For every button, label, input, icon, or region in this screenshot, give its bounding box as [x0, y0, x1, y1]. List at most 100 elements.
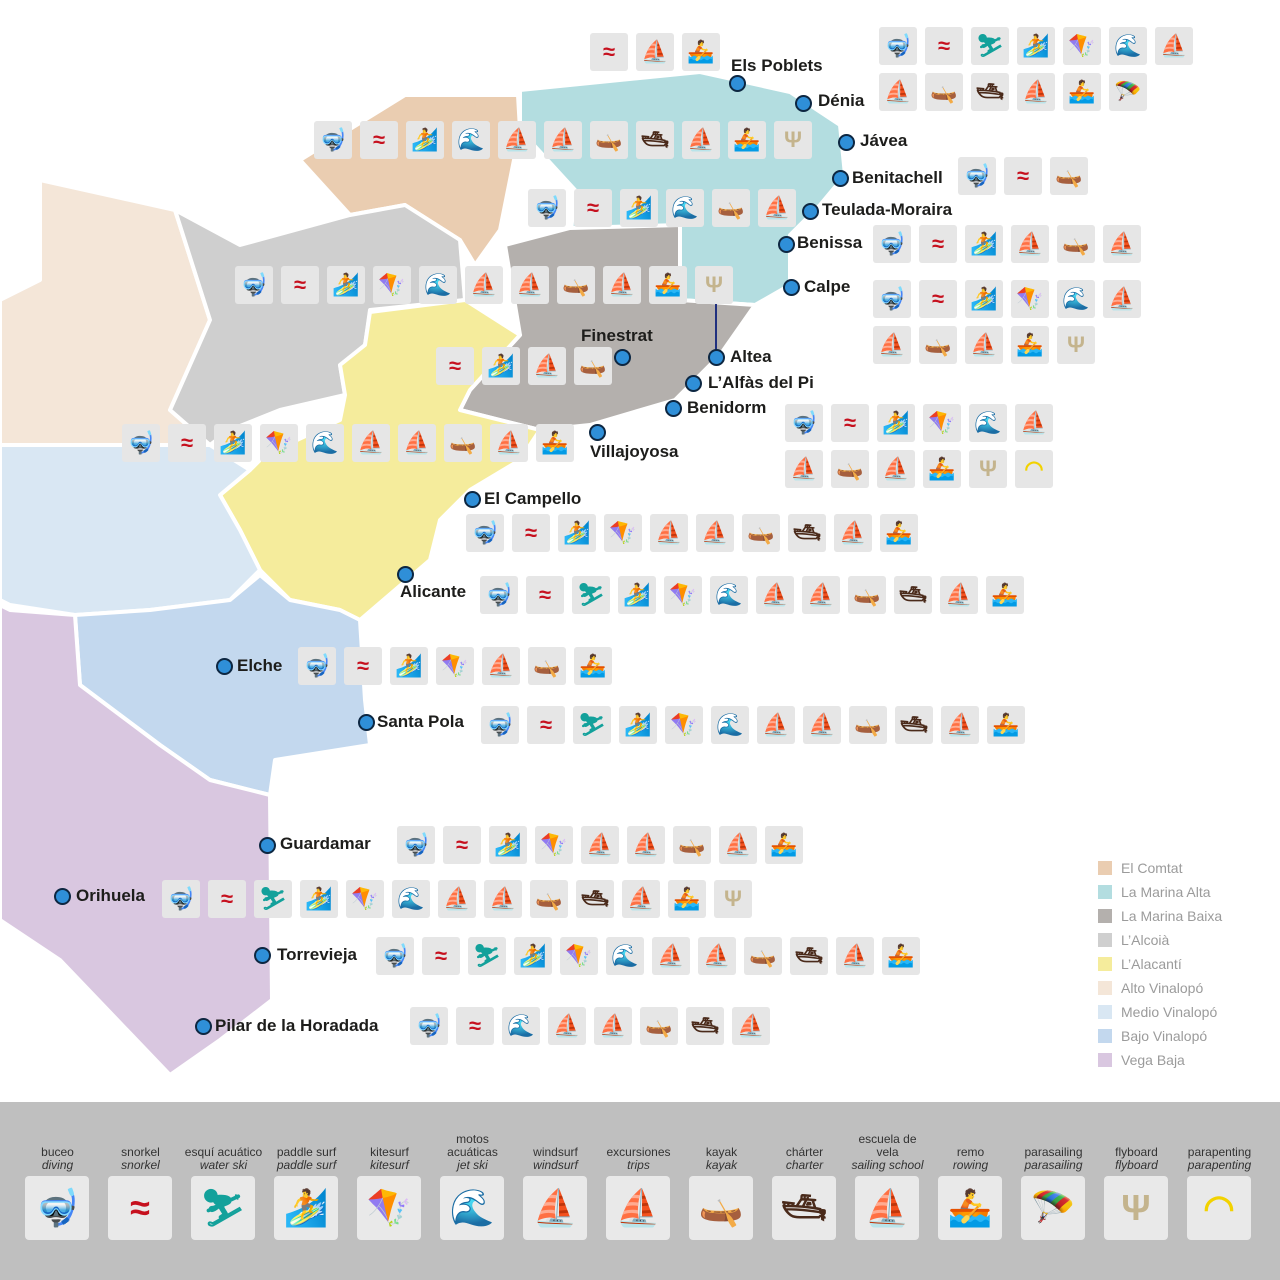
activity-name-en: jet ski	[457, 1158, 488, 1172]
legend-label: Bajo Vinalopó	[1121, 1028, 1208, 1044]
town-name[interactable]: Santa Pola	[377, 712, 464, 731]
town-name[interactable]: Elche	[237, 656, 283, 675]
town-marker[interactable]	[195, 1018, 212, 1035]
town-name[interactable]: Guardamar	[280, 834, 371, 853]
windsurf-icon: ⛵	[757, 706, 795, 744]
town-activity-icons: 🤿 ≈ 🏄 🪁 ⛵ 🛶 🚣	[298, 647, 646, 693]
legend-item: La Marina Baixa	[1098, 904, 1222, 928]
town-name[interactable]: Altea	[730, 347, 772, 366]
town-name[interactable]: Jávea	[860, 131, 908, 150]
town-marker[interactable]	[685, 375, 702, 392]
town-marker[interactable]	[358, 714, 375, 731]
town-marker[interactable]	[729, 75, 746, 92]
charter-icon: 🛥	[636, 121, 674, 159]
town-name[interactable]: El Campello	[484, 489, 582, 508]
trips-icon: ⛵	[879, 73, 917, 111]
snorkel-icon: ≈	[1004, 157, 1042, 195]
activity-name-en: snorkel	[121, 1158, 160, 1172]
sailing-school-icon: ⛵	[719, 826, 757, 864]
activity-name-es: chárter	[785, 1145, 824, 1159]
legend-item: Alto Vinalopó	[1098, 976, 1222, 1000]
town-marker[interactable]	[614, 349, 631, 366]
town-name[interactable]: Benissa	[797, 233, 863, 252]
activity-name-es: buceo	[41, 1145, 74, 1159]
legend-label: Vega Baja	[1121, 1052, 1185, 1068]
activity-name-en: sailing school	[851, 1158, 924, 1172]
town-marker[interactable]	[708, 349, 725, 366]
legend-label: El Comtat	[1121, 860, 1183, 876]
paddle-surf-icon: 🏄	[965, 280, 1003, 318]
town-name[interactable]: Benidorm	[687, 398, 767, 417]
diving-icon: 🤿	[480, 576, 518, 614]
town-name[interactable]: Orihuela	[76, 886, 145, 905]
snorkel-icon: ≈	[925, 27, 963, 65]
sailing-school-icon: ⛵	[758, 189, 796, 227]
town-marker[interactable]	[832, 170, 849, 187]
rowing-icon: 🚣	[728, 121, 766, 159]
kitesurf-icon: 🪁	[260, 424, 298, 462]
town-name[interactable]: Alicante	[400, 582, 467, 601]
legend-swatch	[1098, 909, 1112, 923]
rowing-icon: 🚣	[668, 880, 706, 918]
town-marker[interactable]	[216, 658, 233, 675]
legend-label: La Marina Alta	[1121, 884, 1211, 900]
town-name[interactable]: Benitachell	[852, 168, 943, 187]
charter-icon: 🛥	[772, 1176, 836, 1240]
town-marker[interactable]	[795, 95, 812, 112]
town-marker[interactable]	[665, 400, 682, 417]
trips-icon: ⛵	[606, 1176, 670, 1240]
legend-label: L’Alacantí	[1121, 956, 1182, 972]
town-marker[interactable]	[254, 947, 271, 964]
snorkel-icon: ≈	[360, 121, 398, 159]
town-name[interactable]: Teulada-Moraira	[822, 200, 953, 219]
town-activity-icons: 🤿 ≈ ⛷ 🏄 🪁 🌊 ⛵ ⛵ 🛶 🛥 ⛵ 🚣 🪂	[879, 27, 1207, 119]
town-name[interactable]: Villajoyosa	[590, 442, 679, 461]
town-name[interactable]: Els Poblets	[731, 56, 823, 75]
legend-swatch	[1098, 957, 1112, 971]
activity-name-en: kitesurf	[370, 1158, 409, 1172]
town-name[interactable]: Torrevieja	[277, 945, 358, 964]
kayak-icon: 🛶	[1050, 157, 1088, 195]
paddle-surf-icon: 🏄	[406, 121, 444, 159]
town-marker[interactable]	[589, 424, 606, 441]
town-marker[interactable]	[838, 134, 855, 151]
activity-name-en: parasailing	[1024, 1158, 1083, 1172]
charter-icon: 🛥	[576, 880, 614, 918]
town-name[interactable]: Dénia	[818, 91, 865, 110]
flyboard-icon: Ψ	[714, 880, 752, 918]
sailing-school-icon: ⛵	[732, 1007, 770, 1045]
sailing-school-icon: ⛵	[855, 1176, 919, 1240]
town-marker[interactable]	[802, 203, 819, 220]
activity-name-es: snorkel	[121, 1145, 160, 1159]
town-marker[interactable]	[464, 491, 481, 508]
town-name[interactable]: Calpe	[804, 277, 851, 296]
activity-key-school: escuela de vela sailing school ⛵	[846, 1102, 929, 1280]
windsurf-icon: ⛵	[1155, 27, 1193, 65]
trips-icon: ⛵	[627, 826, 665, 864]
windsurf-icon: ⛵	[1103, 280, 1141, 318]
kayak-icon: 🛶	[712, 189, 750, 227]
town-name[interactable]: Pilar de la Horadada	[215, 1016, 379, 1035]
kayak-icon: 🛶	[444, 424, 482, 462]
kayak-icon: 🛶	[1057, 225, 1095, 263]
sailing-school-icon: ⛵	[490, 424, 528, 462]
windsurf-icon: ⛵	[652, 937, 690, 975]
town-name[interactable]: L’Alfàs del Pi	[708, 373, 814, 392]
kitesurf-icon: 🪁	[923, 404, 961, 442]
town-marker[interactable]	[778, 236, 795, 253]
town-activity-icons: 🤿 ≈ 🏄 🪁 🌊 ⛵ ⛵ 🛶 ⛵ 🚣 Ψ ◠	[785, 404, 1083, 496]
town-marker[interactable]	[397, 566, 414, 583]
snorkel-icon: ≈	[456, 1007, 494, 1045]
town-marker[interactable]	[783, 279, 800, 296]
legend-item: La Marina Alta	[1098, 880, 1222, 904]
town-marker[interactable]	[259, 837, 276, 854]
town-activity-icons: ≈ 🏄 ⛵ 🛶	[436, 347, 644, 393]
trips-icon: ⛵	[696, 514, 734, 552]
diving-icon: 🤿	[376, 937, 414, 975]
legend-swatch	[1098, 1029, 1112, 1043]
town-marker[interactable]	[54, 888, 71, 905]
paddle-surf-icon: 🏄	[300, 880, 338, 918]
rowing-icon: 🚣	[682, 33, 720, 71]
jet-ski-icon: 🌊	[1057, 280, 1095, 318]
town-name[interactable]: Finestrat	[581, 326, 653, 345]
